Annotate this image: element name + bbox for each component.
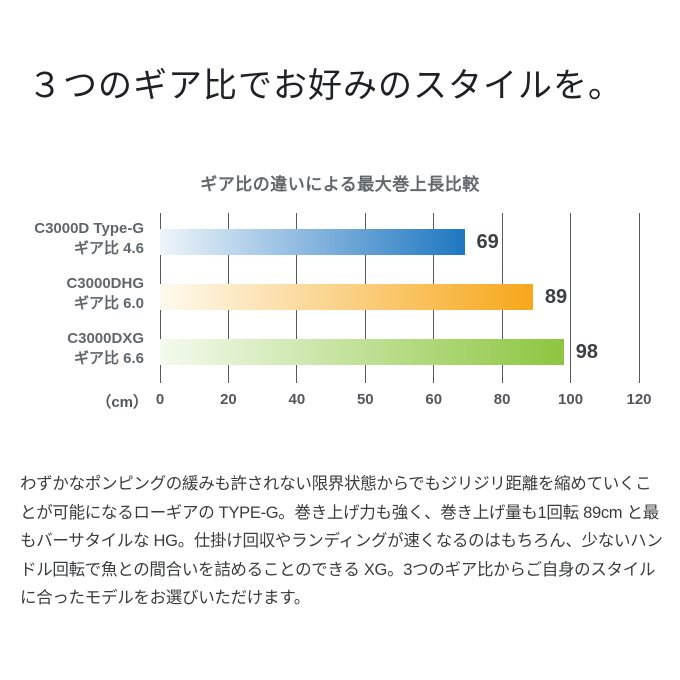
x-tick-label-0: 0 [155,391,165,408]
gear-ratio-label: ギア比 6.6 [73,349,144,367]
bar-value-label: 89 [544,286,568,308]
description-paragraph: わずかなポンピングの緩みも許されない限界状態からでもジリジリ距離を縮めていくこと… [20,475,663,607]
x-tick-label-40: 40 [288,391,306,408]
model-name: C3000DHG [66,275,144,292]
model-name: C3000D Type-G [34,220,144,237]
axis-unit-label: （cm） [96,394,148,411]
x-tick-label-60: 60 [425,391,443,408]
bar-value-label: 69 [476,231,499,253]
bar-c3000d-type-g [160,229,465,255]
x-tick-label-20: 20 [220,391,237,408]
gridline-100 [570,213,572,383]
row-label-c3000dhg: C3000DHG ギア比 6.0 [0,274,144,313]
x-tick-label-100: 100 [558,391,584,408]
chart-plot-area: 69 89 98 [159,213,640,383]
gridline-120 [638,213,640,383]
gear-ratio-label: ギア比 4.6 [73,239,144,257]
row-label-c3000d-type-g: C3000D Type-G ギア比 4.6 [0,219,144,258]
bar-c3000dhg [160,284,533,310]
bar-value-label: 98 [575,341,598,363]
page-title: ３つのギア比でお好みのスタイルを。 [28,68,623,105]
x-tick-label-120: 120 [626,391,652,408]
row-label-c3000dxg: C3000DXG ギア比 6.6 [0,329,144,368]
x-tick-label-50: 50 [356,391,374,408]
gear-ratio-label: ギア比 6.0 [73,294,144,312]
x-tick-label-80: 80 [493,391,511,408]
bar-c3000dxg [160,339,564,365]
chart-title: ギア比の違いによる最大巻上長比較 [200,175,480,194]
chart-x-axis: 0 20 40 50 60 80 100 120 [156,391,652,411]
model-name: C3000DXG [67,330,144,347]
